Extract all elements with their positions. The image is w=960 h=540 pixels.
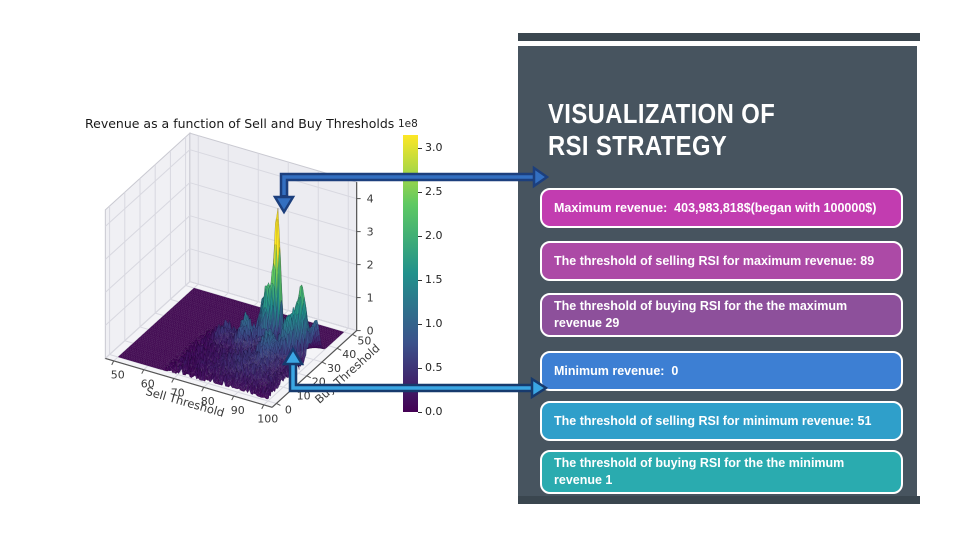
info-box-max-revenue: Maximum revenue: 403,983,818$(began with… — [540, 188, 903, 228]
info-box-buy-threshold-min: The threshold of buying RSI for the the … — [540, 450, 903, 494]
colorbar-tick-mark — [418, 367, 422, 369]
max-revenue-text: Maximum revenue: 403,983,818$(began with… — [554, 200, 877, 215]
info-box-sell-threshold-max: The threshold of selling RSI for maximum… — [540, 241, 903, 281]
panel-body: VISUALIZATION OF RSI STRATEGY Maximum re… — [518, 46, 917, 504]
colorbar-gradient — [403, 135, 418, 412]
info-box-min-revenue: Minimum revenue: 0 — [540, 351, 903, 391]
colorbar-tick-label: 0.5 — [425, 361, 443, 375]
panel-title: VISUALIZATION OF RSI STRATEGY — [548, 98, 776, 162]
rsi-strategy-panel: VISUALIZATION OF RSI STRATEGY Maximum re… — [518, 33, 920, 504]
sell-threshold-min-text: The threshold of selling RSI for minimum… — [554, 413, 872, 428]
colorbar-tick-mark — [418, 235, 422, 237]
min-revenue-text: Minimum revenue: 0 — [554, 363, 679, 378]
colorbar-tick-label: 2.0 — [425, 229, 443, 243]
info-box-buy-threshold-max: The threshold of buying RSI for the the … — [540, 293, 903, 337]
colorbar-tick-mark — [418, 323, 422, 325]
colorbar: 1e8 0.0 0.5 1.0 1.5 2.0 2.5 3.0 — [396, 118, 476, 428]
colorbar-tick-label: 1.0 — [425, 317, 443, 331]
buy-threshold-min-text: The threshold of buying RSI for the the … — [554, 456, 845, 487]
buy-threshold-max-text: The threshold of buying RSI for the the … — [554, 299, 848, 330]
colorbar-scale-label: 1e8 — [398, 118, 418, 130]
colorbar-tick-mark — [418, 411, 422, 413]
panel-top-accent-bar — [518, 33, 920, 41]
colorbar-tick-label: 0.0 — [425, 405, 443, 418]
colorbar-tick-mark — [418, 279, 422, 281]
colorbar-tick-label: 3.0 — [425, 141, 443, 155]
info-box-sell-threshold-min: The threshold of selling RSI for minimum… — [540, 401, 903, 441]
colorbar-tick-mark — [418, 191, 422, 193]
sell-threshold-max-text: The threshold of selling RSI for maximum… — [554, 253, 875, 268]
panel-bottom-accent-bar — [518, 496, 920, 504]
colorbar-tick-label: 2.5 — [425, 185, 443, 199]
colorbar-tick-label: 1.5 — [425, 273, 443, 287]
colorbar-tick-mark — [418, 147, 422, 149]
